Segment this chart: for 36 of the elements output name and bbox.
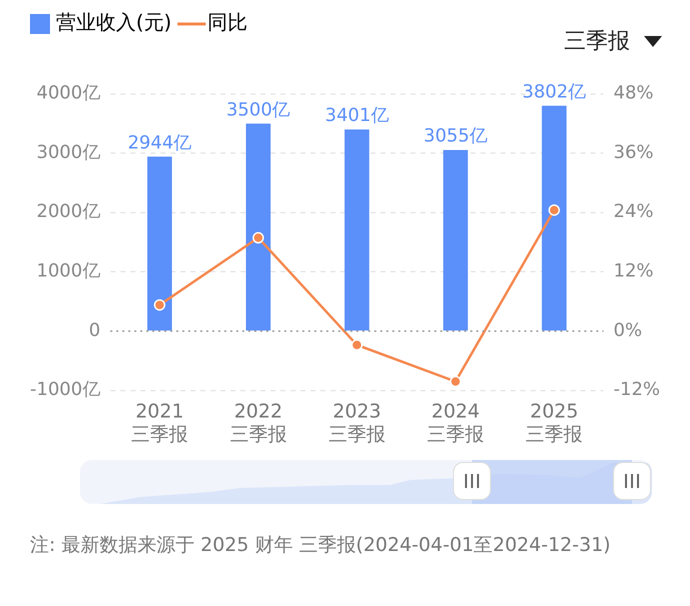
- y2-tick-label: 24%: [613, 201, 654, 222]
- text: 注: 最新数据来源于 2025 财年 三季报(2024-04-01至2024-12-31): [30, 533, 612, 558]
- bar: [246, 124, 271, 331]
- point: [450, 376, 462, 388]
- point: [154, 299, 166, 311]
- bar: [147, 156, 172, 331]
- x-tick-label: 2023 三季报: [328, 400, 386, 446]
- legend-label: 营业收入(元): [56, 10, 172, 34]
- data-label: 3802亿: [522, 81, 586, 102]
- y-tick-label: 0: [88, 320, 100, 341]
- bar: [542, 106, 567, 331]
- data-label: 3500亿: [226, 99, 290, 120]
- y-tick-label: -1000亿: [30, 379, 100, 400]
- y-tick-label: 2000亿: [36, 201, 100, 222]
- y-tick-label: 3000亿: [36, 142, 100, 163]
- data-label: 3401亿: [324, 105, 389, 126]
- x-tick-label: 2021 三季报: [131, 400, 188, 446]
- data-label: 3055亿: [424, 126, 488, 147]
- y2-tick-label: 36%: [613, 142, 654, 163]
- y-tick-label: 4000亿: [36, 82, 100, 104]
- x-tick-label: 2022 三季报: [230, 400, 287, 446]
- y2-tick-label: 48%: [613, 82, 654, 104]
- y2-tick-label: -12%: [613, 379, 660, 400]
- text: 三季报: [564, 28, 630, 56]
- point: [351, 339, 363, 351]
- data-label: 2944亿: [128, 132, 192, 154]
- legend-label: 同比: [208, 10, 248, 34]
- y2-tick-label: 0%: [613, 320, 642, 341]
- y-tick-label: 1000亿: [36, 260, 100, 282]
- x-tick-label: 2025 三季报: [526, 400, 583, 446]
- bar: [344, 130, 370, 331]
- bar: [443, 150, 468, 331]
- point: [252, 232, 264, 244]
- y2-tick-label: 12%: [613, 260, 654, 282]
- point: [548, 204, 560, 216]
- x-tick-label: 2024 三季报: [427, 400, 484, 446]
